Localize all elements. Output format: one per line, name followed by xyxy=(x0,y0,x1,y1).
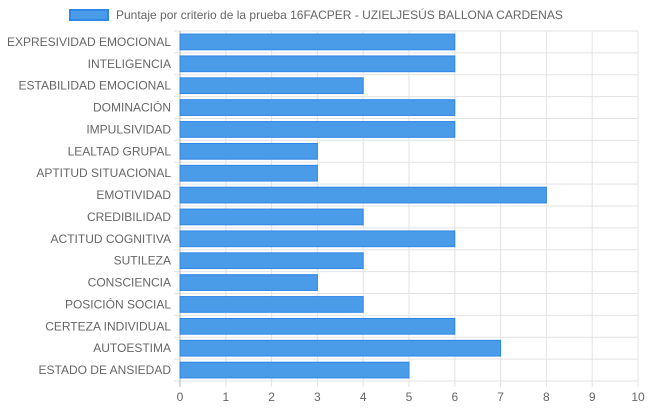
x-tick-label: 6 xyxy=(451,390,458,404)
y-category-label: ACTITUD COGNITIVA xyxy=(51,232,171,246)
x-tick-label: 10 xyxy=(631,390,645,404)
x-tick-label: 4 xyxy=(360,390,367,404)
bar xyxy=(179,121,456,138)
bar xyxy=(179,296,364,313)
bar xyxy=(179,252,364,270)
y-category-label: DOMINACIÓN xyxy=(93,100,171,115)
bar xyxy=(179,230,456,248)
bar xyxy=(179,33,456,51)
bar xyxy=(179,99,456,116)
chart-legend[interactable]: Puntaje por criterio de la prueba 16FACP… xyxy=(69,6,563,24)
x-tick-label: 2 xyxy=(268,390,275,404)
x-tick-label: 7 xyxy=(497,390,504,404)
bar xyxy=(179,274,318,291)
y-category-label: POSICIÓN SOCIAL xyxy=(65,296,171,311)
bar xyxy=(179,142,318,160)
bar xyxy=(179,186,547,204)
x-tick-label: 8 xyxy=(543,390,550,404)
bar xyxy=(179,77,364,95)
y-category-label: SUTILEZA xyxy=(114,254,171,268)
y-category-label: CONSCIENCIA xyxy=(88,276,171,290)
bar xyxy=(179,164,318,182)
legend-swatch xyxy=(69,9,109,21)
y-category-label: ESTADO DE ANSIEDAD xyxy=(39,363,172,377)
y-category-label: AUTOESTIMA xyxy=(93,341,171,355)
y-category-label: EMOTIVIDAD xyxy=(96,188,171,202)
y-category-label: EXPRESIVIDAD EMOCIONAL xyxy=(7,35,171,49)
y-category-label: INTELIGENCIA xyxy=(88,57,171,71)
y-category-label: ESTABILIDAD EMOCIONAL xyxy=(19,79,172,93)
y-category-label: CREDIBILIDAD xyxy=(87,210,171,224)
x-tick-label: 5 xyxy=(406,390,413,404)
x-tick-label: 3 xyxy=(314,390,321,404)
y-category-label: CERTEZA INDIVIDUAL xyxy=(45,319,171,333)
bar xyxy=(179,55,456,73)
legend-label: Puntaje por criterio de la prueba 16FACP… xyxy=(116,8,563,22)
x-tick-label: 0 xyxy=(177,390,184,404)
bar xyxy=(179,339,502,357)
bar xyxy=(179,361,410,379)
bar xyxy=(179,317,456,335)
y-category-label: APTITUD SITUACIONAL xyxy=(36,166,171,180)
x-tick-label: 9 xyxy=(589,390,596,404)
x-tick-label: 1 xyxy=(222,390,229,404)
y-category-label: IMPULSIVIDAD xyxy=(86,122,171,136)
y-category-label: LEALTAD GRUPAL xyxy=(68,144,172,158)
bar xyxy=(179,208,364,226)
